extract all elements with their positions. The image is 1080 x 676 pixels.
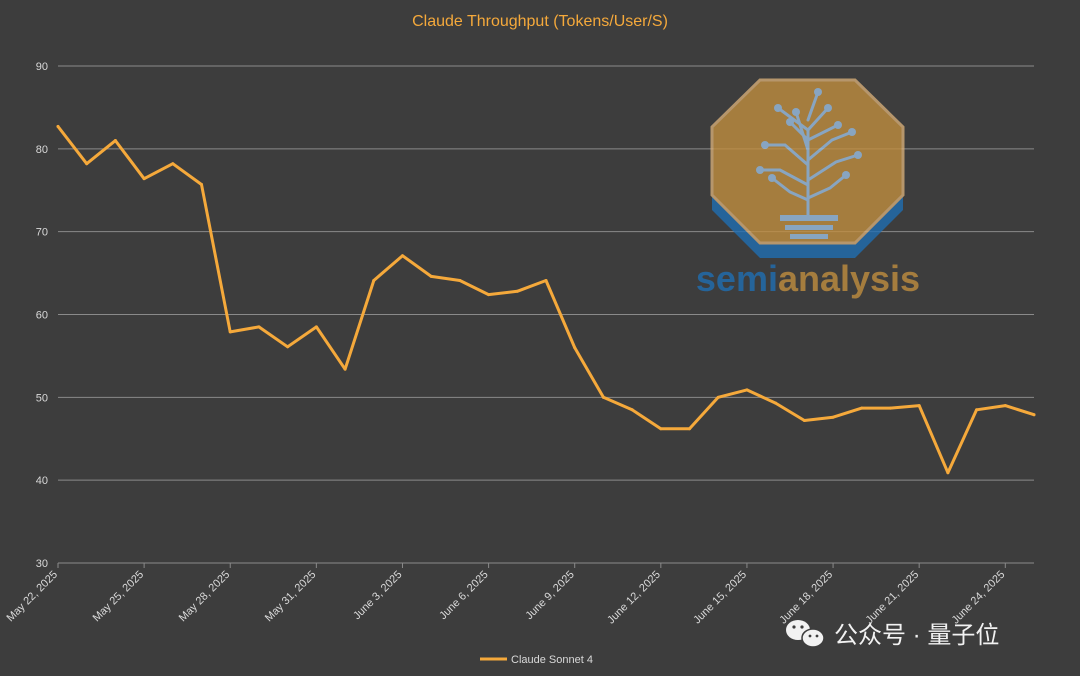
credit-text: 公众号 · 量子位	[834, 622, 999, 649]
y-tick-label-40: 40	[36, 475, 48, 487]
data-point-0-34	[1032, 413, 1036, 417]
x-tick-label-0: May 22, 2025	[5, 569, 61, 625]
series-layer	[56, 124, 1036, 475]
wechat-icon	[786, 620, 825, 648]
data-point-0-31	[946, 471, 950, 475]
x-tick-label-10: June 21, 2025	[864, 569, 922, 627]
data-point-0-32	[975, 408, 979, 412]
data-point-0-10	[343, 367, 347, 371]
semianalysis-watermark: semianalysis	[696, 78, 920, 299]
data-point-0-15	[487, 293, 491, 297]
data-point-0-16	[515, 289, 519, 293]
data-point-0-7	[257, 325, 261, 329]
data-point-0-29	[888, 406, 892, 410]
data-point-0-11	[372, 279, 376, 283]
chart-title: Claude Throughput (Tokens/User/S)	[412, 13, 668, 30]
data-point-0-23	[716, 395, 720, 399]
x-tick-label-9: June 18, 2025	[777, 569, 835, 627]
x-tick-label-4: June 3, 2025	[351, 569, 404, 622]
gridlines	[58, 65, 1034, 481]
data-point-0-0	[56, 124, 60, 128]
watermark-brand-semi: semi	[696, 258, 778, 299]
x-tick-label-8: June 15, 2025	[691, 569, 749, 627]
data-point-0-22	[688, 427, 692, 431]
y-tick-label-50: 50	[36, 392, 48, 404]
x-tick-label-1: May 25, 2025	[91, 569, 147, 625]
y-tick-label-80: 80	[36, 144, 48, 156]
x-tick-label-3: May 31, 2025	[263, 569, 319, 625]
y-tick-label-60: 60	[36, 310, 48, 322]
data-point-0-33	[1003, 404, 1007, 408]
data-point-0-28	[860, 406, 864, 410]
y-tick-label-30: 30	[36, 558, 48, 570]
credit-watermark: 公众号 · 量子位	[786, 620, 999, 649]
data-point-0-4	[171, 162, 175, 166]
x-tick-label-11: June 24, 2025	[950, 569, 1008, 627]
x-axis-ticks: May 22, 2025 May 25, 2025 May 28, 2025 May …	[5, 563, 1008, 627]
data-point-0-8	[286, 345, 290, 349]
data-point-0-13	[429, 274, 433, 278]
circuit-tree-logo-icon	[710, 78, 905, 258]
data-point-0-30	[917, 404, 921, 408]
data-point-0-14	[458, 279, 462, 283]
data-point-0-20	[630, 408, 634, 412]
data-point-0-5	[200, 182, 204, 186]
data-point-0-26	[802, 419, 806, 423]
data-point-0-21	[659, 427, 663, 431]
data-point-0-24	[745, 388, 749, 392]
data-point-0-17	[544, 279, 548, 283]
y-axis-ticks: 30 40 50 60 70 80 90	[36, 61, 48, 570]
legend: Claude Sonnet 4	[480, 654, 593, 666]
y-tick-label-90: 90	[36, 61, 48, 73]
data-point-0-3	[142, 177, 146, 181]
x-tick-label-5: June 6, 2025	[437, 569, 490, 622]
data-point-0-19	[601, 395, 605, 399]
data-point-0-2	[113, 139, 117, 143]
x-tick-label-2: May 28, 2025	[177, 569, 233, 625]
data-point-0-12	[400, 254, 404, 258]
x-tick-label-7: June 12, 2025	[605, 569, 663, 627]
data-point-0-27	[831, 415, 835, 419]
watermark-brand-analysis: analysis	[778, 258, 920, 299]
data-point-0-9	[314, 325, 318, 329]
x-tick-label-6: June 9, 2025	[523, 569, 576, 622]
data-point-0-18	[573, 346, 577, 350]
legend-label-claude-sonnet-4: Claude Sonnet 4	[511, 654, 593, 666]
data-point-0-25	[774, 401, 778, 405]
data-point-0-1	[85, 162, 89, 166]
watermark-brand: semianalysis	[696, 258, 920, 299]
data-point-0-6	[228, 330, 232, 334]
y-tick-label-70: 70	[36, 227, 48, 239]
